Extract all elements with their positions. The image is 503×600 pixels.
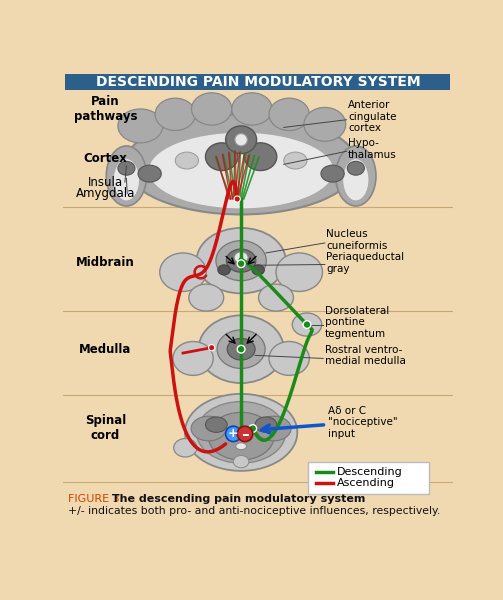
- Ellipse shape: [208, 412, 274, 460]
- Ellipse shape: [255, 417, 277, 433]
- Text: The descending pain modulatory system: The descending pain modulatory system: [108, 494, 365, 504]
- Ellipse shape: [347, 161, 364, 175]
- Ellipse shape: [216, 241, 266, 281]
- Circle shape: [249, 425, 257, 433]
- Circle shape: [226, 426, 241, 442]
- Ellipse shape: [185, 394, 297, 471]
- Ellipse shape: [269, 98, 309, 131]
- Ellipse shape: [244, 143, 277, 170]
- Text: Midbrain: Midbrain: [76, 256, 135, 269]
- Text: Insula: Insula: [88, 176, 123, 188]
- Circle shape: [303, 321, 311, 328]
- Circle shape: [234, 196, 240, 202]
- Text: DESCENDING PAIN MODULATORY SYSTEM: DESCENDING PAIN MODULATORY SYSTEM: [96, 75, 421, 89]
- Ellipse shape: [125, 115, 357, 214]
- Text: –: –: [241, 427, 249, 442]
- Circle shape: [237, 260, 245, 268]
- Ellipse shape: [321, 165, 344, 182]
- Ellipse shape: [175, 152, 199, 169]
- Text: Anterior
cingulate
cortex: Anterior cingulate cortex: [348, 100, 396, 133]
- Ellipse shape: [284, 152, 307, 169]
- Ellipse shape: [226, 126, 257, 154]
- Ellipse shape: [234, 252, 248, 263]
- Ellipse shape: [155, 98, 195, 131]
- Ellipse shape: [276, 253, 322, 292]
- Ellipse shape: [106, 146, 146, 206]
- FancyBboxPatch shape: [308, 461, 429, 494]
- Text: Spinal
cord: Spinal cord: [85, 414, 126, 442]
- Text: Amygdala: Amygdala: [76, 187, 135, 200]
- Text: +: +: [228, 427, 239, 440]
- Ellipse shape: [336, 146, 376, 206]
- Ellipse shape: [292, 313, 322, 336]
- Ellipse shape: [232, 93, 272, 125]
- Circle shape: [209, 344, 215, 351]
- Ellipse shape: [192, 93, 232, 125]
- Text: Medulla: Medulla: [79, 343, 132, 356]
- Text: Nucleus
cuneiformis: Nucleus cuneiformis: [326, 229, 388, 251]
- Ellipse shape: [218, 265, 230, 275]
- Text: Descending: Descending: [337, 467, 402, 476]
- Ellipse shape: [227, 338, 255, 360]
- Ellipse shape: [252, 265, 265, 275]
- Ellipse shape: [259, 284, 293, 311]
- Ellipse shape: [174, 439, 197, 457]
- Text: Dorsolateral
pontine
tegmentum: Dorsolateral pontine tegmentum: [325, 305, 389, 339]
- Ellipse shape: [173, 341, 213, 376]
- Ellipse shape: [118, 161, 135, 175]
- Ellipse shape: [191, 416, 226, 441]
- Circle shape: [235, 134, 247, 146]
- Ellipse shape: [113, 158, 140, 201]
- Ellipse shape: [343, 158, 369, 201]
- Text: Ascending: Ascending: [337, 478, 394, 488]
- Ellipse shape: [226, 249, 256, 272]
- Text: Hypo-
thalamus: Hypo- thalamus: [348, 138, 397, 160]
- Ellipse shape: [148, 132, 334, 209]
- Text: FIGURE 3.: FIGURE 3.: [67, 494, 123, 504]
- Ellipse shape: [160, 253, 206, 292]
- Ellipse shape: [199, 316, 284, 383]
- Ellipse shape: [233, 455, 249, 468]
- Ellipse shape: [269, 341, 309, 376]
- Ellipse shape: [118, 109, 163, 143]
- Ellipse shape: [197, 228, 286, 293]
- Ellipse shape: [304, 107, 346, 141]
- Text: Rostral ventro-
medial medulla: Rostral ventro- medial medulla: [325, 344, 406, 366]
- Ellipse shape: [217, 330, 265, 368]
- Ellipse shape: [236, 443, 246, 449]
- Ellipse shape: [205, 143, 238, 170]
- Ellipse shape: [256, 416, 291, 441]
- Ellipse shape: [205, 417, 227, 433]
- FancyBboxPatch shape: [65, 74, 450, 91]
- Text: Aδ or C
"nociceptive"
input: Aδ or C "nociceptive" input: [328, 406, 397, 439]
- Ellipse shape: [197, 401, 286, 463]
- Text: +/- indicates both pro- and anti-nociceptive influences, respectively.: +/- indicates both pro- and anti-nocicep…: [67, 506, 440, 515]
- Ellipse shape: [138, 165, 161, 182]
- Text: Periaqueductal
gray: Periaqueductal gray: [326, 252, 404, 274]
- Ellipse shape: [189, 284, 224, 311]
- Circle shape: [237, 346, 245, 353]
- Text: Cortex: Cortex: [83, 152, 127, 165]
- Text: Pain
pathways: Pain pathways: [74, 95, 137, 123]
- Circle shape: [237, 426, 253, 442]
